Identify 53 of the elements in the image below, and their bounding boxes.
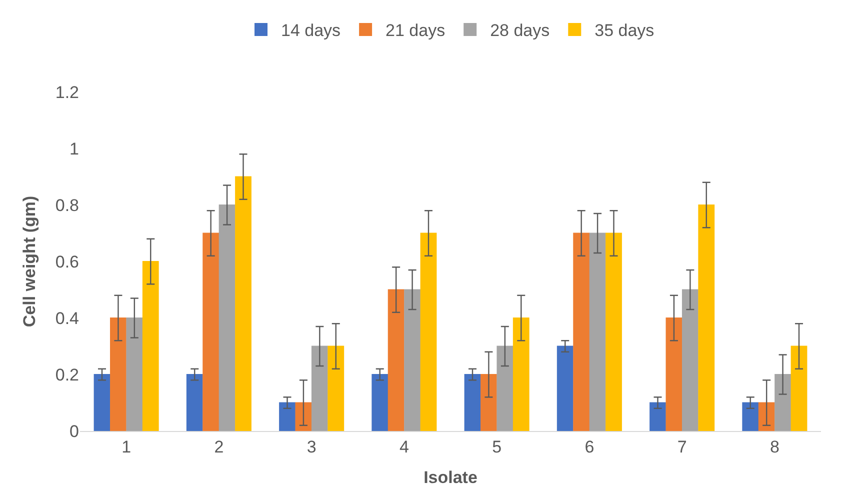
bar bbox=[758, 402, 775, 431]
bar bbox=[496, 346, 514, 431]
bar bbox=[790, 346, 808, 431]
bar bbox=[774, 374, 791, 431]
legend-label: 21 days bbox=[386, 21, 446, 40]
bar bbox=[218, 204, 236, 431]
bar bbox=[420, 232, 437, 431]
y-tick-label: 1.2 bbox=[55, 82, 79, 102]
y-axis-title: Cell weight (gm) bbox=[20, 196, 39, 328]
bar bbox=[480, 374, 497, 431]
y-tick-label: 1 bbox=[70, 139, 79, 158]
y-tick-label: 0.8 bbox=[55, 196, 79, 215]
x-tick-label: 8 bbox=[770, 437, 780, 456]
x-axis-title: Isolate bbox=[424, 468, 478, 487]
bar bbox=[388, 289, 404, 431]
x-tick-label: 7 bbox=[677, 437, 687, 456]
x-tick-label: 1 bbox=[122, 437, 132, 456]
bar bbox=[606, 232, 622, 431]
x-tick-label: 6 bbox=[584, 437, 594, 456]
y-tick-label: 0.2 bbox=[55, 365, 79, 384]
bar bbox=[295, 402, 312, 431]
bar bbox=[311, 346, 328, 431]
bar bbox=[556, 346, 574, 431]
x-tick-label: 4 bbox=[399, 437, 409, 456]
x-tick-label: 2 bbox=[214, 437, 224, 456]
x-tick-label: 5 bbox=[492, 437, 502, 456]
legend-label: 28 days bbox=[490, 21, 550, 40]
bar bbox=[186, 374, 203, 431]
y-tick-label: 0 bbox=[70, 422, 79, 441]
legend-label: 14 days bbox=[281, 21, 341, 40]
bar bbox=[126, 318, 143, 431]
bar bbox=[464, 374, 481, 431]
bar bbox=[142, 261, 159, 431]
bar bbox=[279, 402, 296, 431]
legend-label: 35 days bbox=[594, 21, 654, 40]
x-tick-label: 3 bbox=[306, 437, 316, 456]
bar bbox=[573, 232, 590, 431]
bar bbox=[328, 346, 344, 431]
bar bbox=[682, 289, 698, 431]
bar bbox=[110, 318, 126, 431]
bar bbox=[512, 318, 530, 431]
bar bbox=[94, 374, 110, 431]
y-tick-label: 0.6 bbox=[55, 252, 79, 272]
bar bbox=[404, 289, 420, 431]
bar bbox=[650, 402, 666, 431]
y-tick-label: 0.4 bbox=[55, 308, 79, 328]
bar bbox=[235, 176, 252, 431]
bar bbox=[589, 232, 606, 431]
bar bbox=[202, 232, 220, 431]
bar bbox=[666, 318, 682, 431]
bar bbox=[372, 374, 388, 431]
bar bbox=[742, 402, 759, 431]
bar bbox=[698, 204, 715, 431]
